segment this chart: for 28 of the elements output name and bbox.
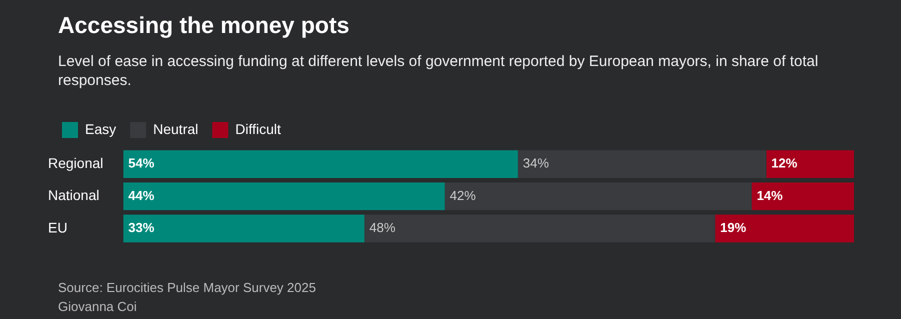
bar [518, 150, 766, 178]
chart-subtitle: Level of ease in accessing funding at different levels of government reported by European mayors, in share of total responses. [58, 52, 820, 90]
legend-label: Easy [85, 120, 116, 137]
bar [715, 214, 854, 242]
data-label: 12% [771, 156, 798, 171]
bar [123, 214, 364, 242]
y-tick-label: EU [48, 219, 68, 236]
data-label: 19% [720, 220, 747, 236]
bar [123, 150, 518, 178]
data-label: 33% [128, 220, 155, 236]
source-note: Source: Eurocities Pulse Mayor Survey 2025 [58, 279, 316, 297]
bar [444, 182, 752, 210]
data-label: 42% [450, 188, 476, 203]
y-tick-label: National [48, 187, 100, 204]
bar [123, 182, 445, 210]
legend-label: Neutral [153, 120, 198, 137]
data-label: 48% [369, 220, 396, 236]
chart-title: Accessing the money pots [58, 12, 350, 39]
y-tick-label: Regional [48, 154, 104, 171]
text: Giovanna Coi [58, 298, 138, 316]
bar [752, 182, 854, 210]
data-label: 34% [522, 156, 550, 171]
bar [364, 214, 716, 242]
data-label: 44% [128, 188, 155, 203]
legend-label: Difficult [235, 120, 282, 137]
bar [766, 150, 854, 178]
data-label: 14% [756, 188, 784, 203]
data-label: 54% [128, 156, 155, 171]
